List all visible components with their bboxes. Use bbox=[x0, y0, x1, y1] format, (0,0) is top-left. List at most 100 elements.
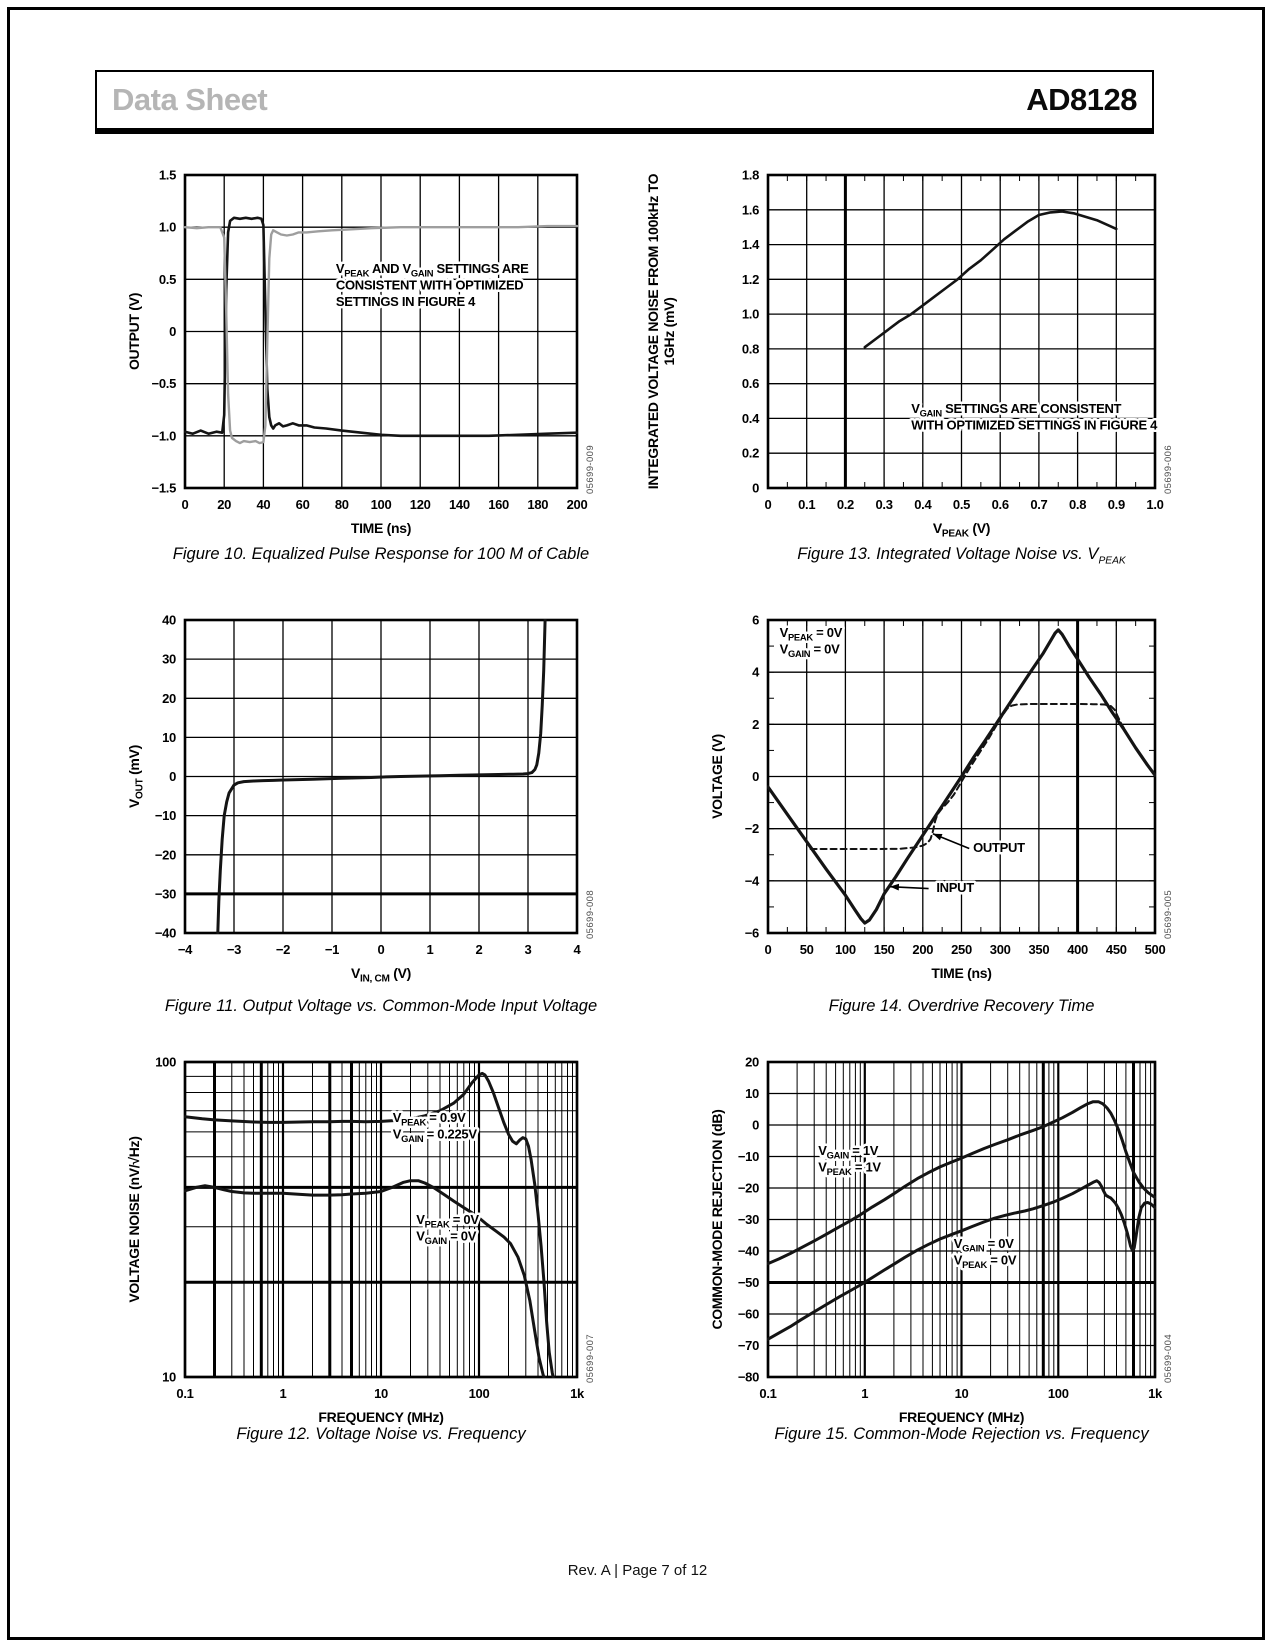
figure-12-voltage-noise-vs-frequency: VPEAK = 0.9V VGAIN = 0.225V VPEAK = 0V VGAI… bbox=[92, 1043, 627, 1457]
svg-text:20: 20 bbox=[217, 497, 231, 512]
svg-text:30: 30 bbox=[162, 652, 176, 667]
fig15-series bbox=[767, 1100, 1156, 1341]
fig14-caption: Figure 14. Overdrive Recovery Time bbox=[828, 997, 1095, 1015]
svg-text:1k: 1k bbox=[1148, 1386, 1163, 1401]
svg-text:OUTPUT: OUTPUT bbox=[973, 840, 1025, 855]
svg-text:TIME (ns): TIME (ns) bbox=[351, 520, 411, 536]
svg-text:−70: −70 bbox=[738, 1338, 759, 1353]
svg-text:10: 10 bbox=[162, 1370, 176, 1385]
svg-text:1.5: 1.5 bbox=[159, 168, 176, 183]
svg-text:100: 100 bbox=[835, 942, 856, 957]
svg-text:4: 4 bbox=[752, 665, 760, 680]
part-number: AD8128 bbox=[1026, 82, 1137, 117]
svg-text:−30: −30 bbox=[738, 1212, 759, 1227]
svg-text:1.0: 1.0 bbox=[742, 307, 759, 322]
figure-10-equalized-pulse-response: VPEAK AND VGAIN SETTINGS ARE CONSISTENT W… bbox=[92, 148, 627, 577]
svg-text:1.8: 1.8 bbox=[742, 168, 759, 183]
svg-text:3: 3 bbox=[525, 942, 532, 957]
svg-text:20: 20 bbox=[745, 1055, 759, 1070]
svg-text:1.4: 1.4 bbox=[742, 237, 760, 252]
svg-text:1: 1 bbox=[427, 942, 434, 957]
svg-text:−3: −3 bbox=[227, 942, 241, 957]
svg-text:VPEAK = 0V: VPEAK = 0V bbox=[780, 625, 843, 642]
fig15-trace-cmr-vgain-0v bbox=[767, 1179, 1156, 1341]
fig12-trace-noise-vpeak-0 bbox=[184, 1179, 546, 1378]
fig12-figure-code: 05699-007 bbox=[585, 1334, 596, 1383]
svg-text:10: 10 bbox=[955, 1386, 969, 1401]
svg-text:0.5: 0.5 bbox=[159, 272, 176, 287]
svg-text:0.6: 0.6 bbox=[742, 376, 759, 391]
svg-text:150: 150 bbox=[874, 942, 895, 957]
figure-13-integrated-voltage-noise: VGAIN SETTINGS ARE CONSISTENT WITH OPTIMI… bbox=[628, 148, 1188, 577]
svg-text:120: 120 bbox=[410, 497, 431, 512]
svg-text:−1: −1 bbox=[325, 942, 339, 957]
svg-text:1: 1 bbox=[280, 1386, 287, 1401]
svg-text:2: 2 bbox=[752, 717, 759, 732]
fig15-plot-border bbox=[766, 1060, 1157, 1379]
fig14-trace-input-triangle bbox=[767, 628, 1156, 925]
svg-text:10: 10 bbox=[745, 1086, 759, 1101]
svg-text:4: 4 bbox=[574, 942, 582, 957]
svg-text:TIME (ns): TIME (ns) bbox=[931, 965, 991, 981]
svg-text:FREQUENCY (MHz): FREQUENCY (MHz) bbox=[318, 1409, 443, 1425]
svg-text:0: 0 bbox=[752, 1118, 759, 1133]
svg-text:0: 0 bbox=[182, 497, 189, 512]
fig13-series bbox=[863, 210, 1118, 349]
svg-text:0.1: 0.1 bbox=[759, 1386, 776, 1401]
svg-text:1.0: 1.0 bbox=[159, 220, 176, 235]
svg-text:200: 200 bbox=[567, 497, 588, 512]
svg-text:100: 100 bbox=[371, 497, 392, 512]
svg-text:350: 350 bbox=[1029, 942, 1050, 957]
fig11-series bbox=[216, 619, 547, 934]
fig10-figure-code: 05699-009 bbox=[585, 445, 596, 494]
fig14-y-axis-title: VOLTAGE (V) bbox=[709, 734, 725, 819]
svg-text:100: 100 bbox=[1048, 1386, 1069, 1401]
svg-text:250: 250 bbox=[951, 942, 972, 957]
svg-text:0.1: 0.1 bbox=[176, 1386, 193, 1401]
fig11-trace-vout-vs-vincm bbox=[216, 619, 547, 934]
svg-text:VPEAK = 0.9V: VPEAK = 0.9V bbox=[393, 1110, 466, 1127]
svg-text:VPEAK = 1V: VPEAK = 1V bbox=[818, 1159, 881, 1176]
svg-text:6: 6 bbox=[752, 613, 759, 628]
svg-text:−20: −20 bbox=[155, 847, 176, 862]
svg-text:1.6: 1.6 bbox=[742, 202, 759, 217]
fig12-grid bbox=[183, 1060, 579, 1379]
svg-text:140: 140 bbox=[449, 497, 470, 512]
svg-text:10: 10 bbox=[374, 1386, 388, 1401]
svg-text:0: 0 bbox=[169, 769, 176, 784]
svg-text:0.3: 0.3 bbox=[876, 497, 893, 512]
svg-text:−80: −80 bbox=[738, 1370, 759, 1385]
fig13-caption: Figure 13. Integrated Voltage Noise vs. … bbox=[797, 545, 1126, 567]
svg-text:−10: −10 bbox=[738, 1149, 759, 1164]
svg-text:0: 0 bbox=[169, 324, 176, 339]
svg-text:450: 450 bbox=[1106, 942, 1127, 957]
svg-text:0: 0 bbox=[752, 769, 759, 784]
fig13-plot-border bbox=[766, 173, 1157, 490]
fig14-series bbox=[767, 628, 1156, 925]
svg-text:0.5: 0.5 bbox=[953, 497, 970, 512]
fig11-y-axis-title: VOUT (mV) bbox=[126, 745, 145, 808]
svg-text:0: 0 bbox=[765, 942, 772, 957]
svg-text:40: 40 bbox=[162, 613, 176, 628]
svg-text:0.1: 0.1 bbox=[798, 497, 815, 512]
fig12-series bbox=[184, 1071, 555, 1378]
svg-text:10: 10 bbox=[162, 730, 176, 745]
svg-text:CONSISTENT WITH OPTIMIZED: CONSISTENT WITH OPTIMIZED bbox=[336, 277, 524, 292]
svg-text:0.7: 0.7 bbox=[1030, 497, 1047, 512]
svg-text:1k: 1k bbox=[570, 1386, 585, 1401]
figure-14-overdrive-recovery: VPEAK = 0V VGAIN = 0V OUTPUT INPUT 0 50 100 150… bbox=[628, 600, 1188, 1029]
fig12-caption: Figure 12. Voltage Noise vs. Frequency bbox=[236, 1425, 526, 1443]
svg-text:160: 160 bbox=[488, 497, 509, 512]
svg-text:VGAIN = 0V: VGAIN = 0V bbox=[954, 1236, 1014, 1253]
fig11-plot-border bbox=[183, 618, 579, 935]
svg-text:0.9: 0.9 bbox=[1108, 497, 1125, 512]
svg-text:40: 40 bbox=[256, 497, 270, 512]
svg-text:1: 1 bbox=[861, 1386, 868, 1401]
svg-text:−2: −2 bbox=[745, 821, 759, 836]
svg-text:−20: −20 bbox=[738, 1181, 759, 1196]
svg-text:FREQUENCY (MHz): FREQUENCY (MHz) bbox=[899, 1409, 1024, 1425]
fig15-caption: Figure 15. Common-Mode Rejection vs. Fre… bbox=[774, 1425, 1149, 1443]
